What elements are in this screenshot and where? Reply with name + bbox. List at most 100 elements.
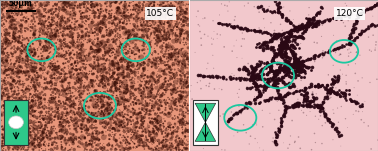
Point [45,107,51,109]
Point [70,37,76,40]
Point [82,136,88,138]
Point [181,124,187,126]
Point [48,118,54,120]
Point [79,120,85,123]
Point [137,5,143,7]
Point [26,109,33,112]
Point [27,61,33,64]
Point [80,60,86,62]
Point [47,35,53,38]
Point [128,90,134,93]
Point [89,72,95,74]
Point [152,98,158,101]
Point [50,8,56,10]
Point [8,20,14,22]
Point [83,69,89,71]
Point [31,142,37,145]
Point [149,39,155,42]
Point [11,36,17,39]
Point [132,53,138,56]
Point [160,146,166,148]
Point [156,37,163,40]
Point [151,78,157,80]
Point [139,35,146,38]
Point [153,95,160,97]
Point [84,39,90,41]
Point [128,92,134,95]
Point [161,127,167,129]
Point [118,124,124,126]
Point [74,112,80,114]
Point [133,137,139,140]
Point [35,145,41,148]
Point [72,47,78,49]
Point [137,112,143,115]
Point [29,114,36,117]
Point [123,93,129,95]
Point [94,90,101,93]
Point [166,25,172,27]
Point [15,142,21,145]
Point [2,110,8,113]
Point [104,110,110,112]
Point [152,1,158,3]
Point [89,21,95,24]
Point [85,118,91,120]
Point [121,125,127,127]
Point [62,124,68,127]
Point [56,113,62,115]
Point [174,98,180,100]
Point [120,126,126,129]
Point [87,92,93,94]
Point [48,132,54,134]
Point [183,120,189,123]
Point [63,88,69,91]
Point [117,21,123,23]
Point [175,38,181,41]
Point [361,121,367,124]
Point [182,76,188,78]
Point [23,52,29,55]
Point [79,53,85,55]
Point [121,119,127,121]
Point [46,119,53,121]
Point [127,96,133,99]
Point [132,82,138,85]
Point [158,130,164,133]
Point [372,49,378,51]
Point [19,148,25,150]
Point [174,23,180,25]
Point [105,103,111,105]
Point [134,8,140,10]
Point [84,54,90,57]
Point [101,19,107,21]
Point [77,127,84,129]
Point [156,77,162,79]
Point [135,144,141,147]
Point [22,44,28,46]
Point [12,62,18,65]
Point [0,145,5,147]
Point [201,33,208,36]
Point [100,86,106,88]
Point [121,45,127,47]
Point [94,100,100,102]
Point [48,98,54,101]
Point [9,119,15,121]
Point [148,33,154,35]
Point [25,71,31,73]
Point [9,67,15,69]
Point [15,45,21,48]
Point [98,79,104,82]
Point [58,72,64,75]
Point [9,2,15,5]
Point [7,5,13,7]
Point [95,91,101,94]
Point [257,147,263,149]
Point [25,72,31,74]
Point [80,111,86,113]
Point [53,84,59,87]
Point [109,22,115,25]
Point [65,27,71,29]
Point [147,131,153,133]
